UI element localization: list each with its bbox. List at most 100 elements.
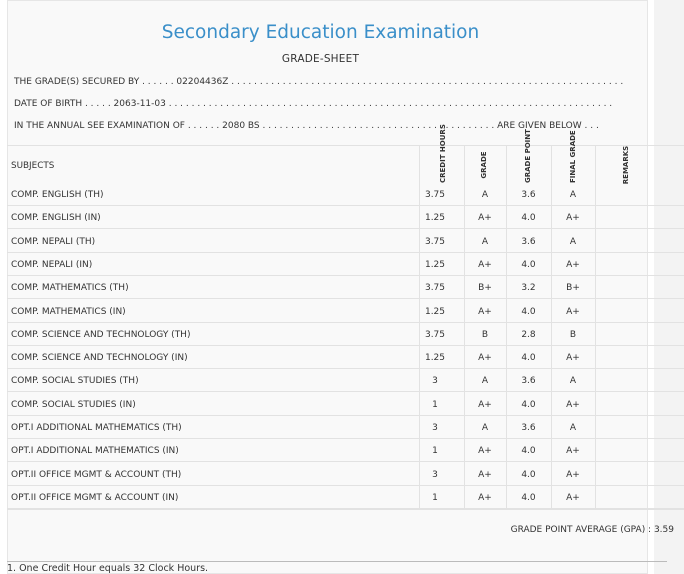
credit-hours-cell: 1.25 [424, 259, 446, 270]
row-divider [7, 251, 684, 253]
grade-sheet-heading: GRADE-SHEET [281, 53, 360, 65]
subjects-header: SUBJECTS [11, 161, 55, 171]
grade-point-cell: 4.0 [521, 213, 536, 224]
subject-cell: COMP. NEPALI (IN) [11, 259, 93, 270]
grade-sheet [7, 0, 648, 574]
credit-hours-cell: 3.75 [424, 190, 446, 200]
row-divider [7, 484, 684, 486]
credit-hours-cell: 3.75 [424, 283, 446, 294]
grade-point-cell: 4.0 [521, 399, 536, 410]
scroll-gutter [654, 0, 684, 574]
grade-point-cell: 3.2 [521, 283, 536, 294]
row-divider [7, 507, 684, 509]
credit-hours-cell: 1 [432, 492, 438, 503]
grade-cell: B [481, 329, 489, 340]
grade-point-header: GRADE POINT [524, 129, 532, 183]
row-divider [7, 321, 684, 323]
col-divider [551, 145, 552, 509]
final-grade-cell: A+ [566, 306, 580, 317]
grade-cell: A+ [478, 259, 492, 270]
grade-point-cell: 2.8 [521, 329, 536, 340]
credit-hours-cell: 1.25 [424, 213, 446, 224]
final-grade-cell: A+ [566, 353, 580, 364]
subject-cell: COMP. NEPALI (TH) [11, 236, 96, 247]
final-grade-header: FINAL GRADE [569, 130, 577, 183]
final-grade-cell: B+ [566, 283, 580, 294]
grade-cell: A+ [478, 306, 492, 317]
grade-secured-line: THE GRADE(S) SECURED BY . . . . . . 0220… [14, 77, 624, 87]
credit-hours-cell: 3 [432, 423, 438, 433]
grade-point-cell: 3.6 [521, 423, 536, 433]
footnote: 1. One Credit Hour equals 32 Clock Hours… [7, 561, 667, 574]
credit-hours-cell: 3.75 [424, 236, 446, 247]
subject-cell: COMP. SOCIAL STUDIES (TH) [11, 376, 139, 387]
col-divider [506, 145, 507, 509]
row-divider [7, 344, 684, 346]
row-divider [7, 391, 684, 393]
grade-cell: B+ [478, 283, 492, 294]
subject-cell: COMP. ENGLISH (TH) [11, 190, 104, 200]
grade-cell: A [481, 423, 489, 433]
grade-cell: A+ [478, 492, 492, 503]
subject-cell: OPT.II OFFICE MGMT & ACCOUNT (TH) [11, 469, 182, 480]
final-grade-cell: A [569, 423, 577, 433]
final-grade-cell: B [569, 329, 577, 340]
grade-cell: A+ [478, 213, 492, 224]
grade-cell: A+ [478, 446, 492, 457]
row-divider [7, 274, 684, 276]
final-grade-cell: A+ [566, 446, 580, 457]
grade-header: GRADE [480, 151, 488, 179]
grade-cell: A [481, 190, 489, 200]
row-divider [7, 461, 684, 463]
grade-cell: A+ [478, 353, 492, 364]
grade-point-cell: 4.0 [521, 353, 536, 364]
gpa-summary: GRADE POINT AVERAGE (GPA) : 3.59 [510, 525, 674, 535]
grade-point-cell: 4.0 [521, 306, 536, 317]
credit-hours-cell: 3 [432, 376, 438, 387]
credit-hours-cell: 3 [432, 469, 438, 480]
grade-point-cell: 4.0 [521, 259, 536, 270]
subject-cell: COMP. MATHEMATICS (TH) [11, 283, 129, 294]
remarks-header: REMARKS [622, 145, 630, 185]
final-grade-cell: A+ [566, 259, 580, 270]
table-bottom-divider [7, 509, 684, 510]
credit-hours-header: CREDIT HOURS [439, 124, 447, 183]
col-divider [419, 145, 420, 509]
row-divider [7, 438, 684, 439]
examination-line: IN THE ANNUAL SEE EXAMINATION OF . . . .… [14, 121, 599, 131]
grade-cell: A+ [478, 469, 492, 480]
row-divider [7, 414, 684, 416]
credit-hours-cell: 1.25 [424, 306, 446, 317]
grade-point-cell: 3.6 [521, 190, 536, 200]
subject-cell: OPT.I ADDITIONAL MATHEMATICS (TH) [11, 423, 182, 433]
page-title: Secondary Education Examination [161, 22, 480, 43]
grade-cell: A+ [478, 399, 492, 410]
row-divider [7, 298, 684, 300]
final-grade-cell: A+ [566, 399, 580, 410]
col-divider [464, 145, 465, 509]
row-divider [7, 205, 684, 206]
table-top-divider [7, 145, 684, 146]
final-grade-cell: A+ [566, 469, 580, 480]
credit-hours-cell: 1 [432, 399, 438, 410]
grade-cell: A [481, 376, 489, 387]
subject-cell: COMP. MATHEMATICS (IN) [11, 306, 126, 317]
subject-cell: COMP. ENGLISH (IN) [11, 213, 101, 224]
subject-cell: COMP. SCIENCE AND TECHNOLOGY (IN) [11, 353, 188, 364]
grade-point-cell: 4.0 [521, 446, 536, 457]
final-grade-cell: A [569, 236, 577, 247]
grade-point-cell: 3.6 [521, 376, 536, 387]
row-divider [7, 368, 684, 370]
subject-cell: OPT.I ADDITIONAL MATHEMATICS (IN) [11, 446, 179, 457]
credit-hours-cell: 3.75 [424, 329, 446, 340]
final-grade-cell: A [569, 376, 577, 387]
final-grade-cell: A+ [566, 213, 580, 224]
grade-point-cell: 4.0 [521, 492, 536, 503]
credit-hours-cell: 1 [432, 446, 438, 457]
subject-cell: COMP. SOCIAL STUDIES (IN) [11, 399, 136, 410]
row-divider [7, 228, 684, 230]
subject-cell: OPT.II OFFICE MGMT & ACCOUNT (IN) [11, 492, 179, 503]
col-divider [595, 145, 596, 509]
grade-point-cell: 4.0 [521, 469, 536, 480]
grade-point-cell: 3.6 [521, 236, 536, 247]
